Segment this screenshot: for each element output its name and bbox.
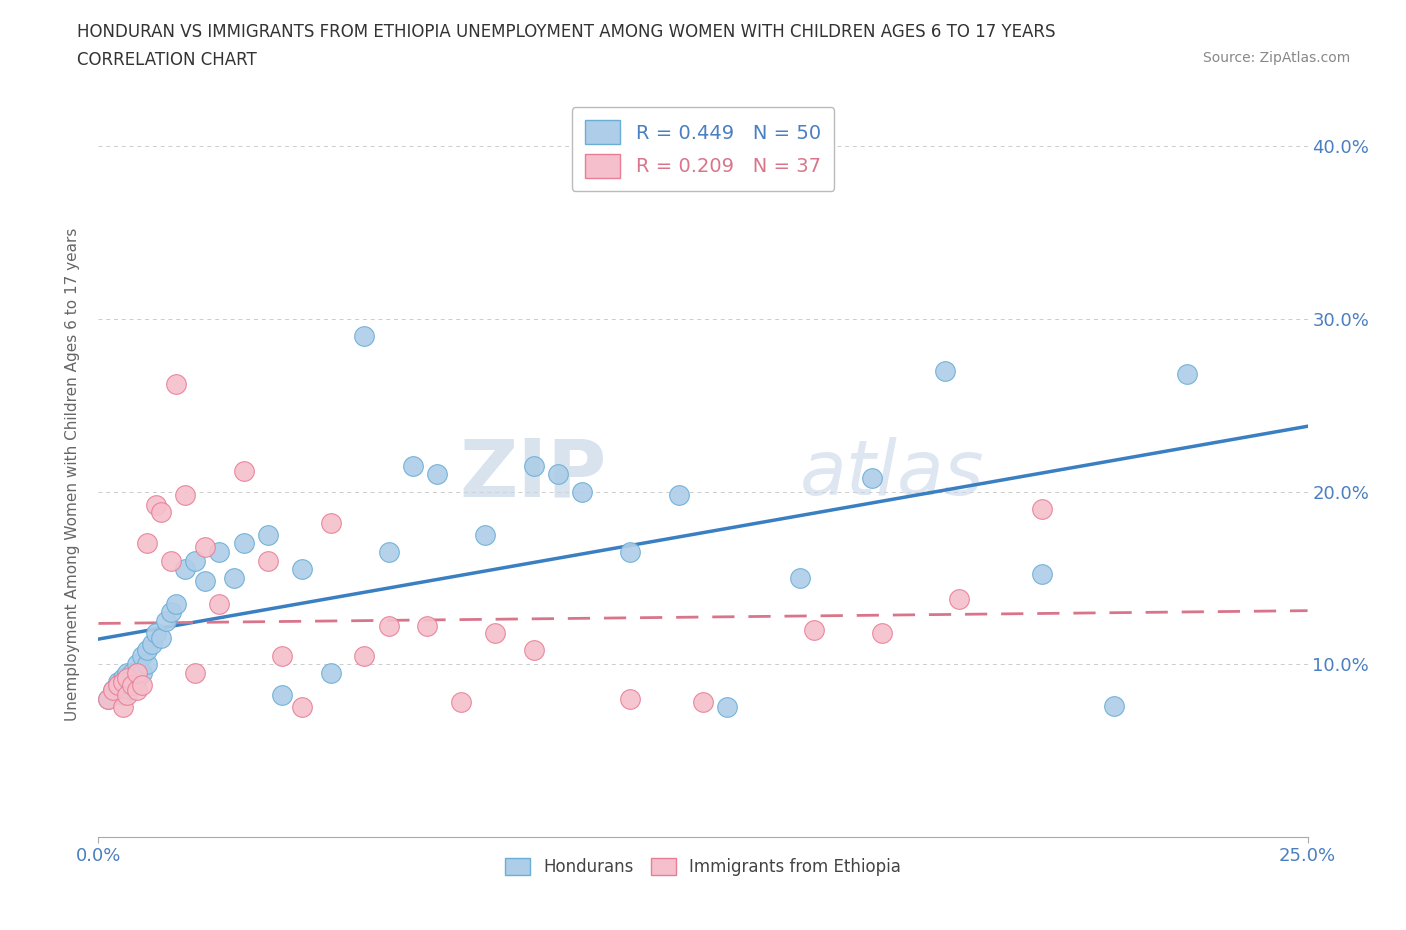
Point <box>353 648 375 663</box>
Text: CORRELATION CHART: CORRELATION CHART <box>77 51 257 69</box>
Point <box>474 527 496 542</box>
Point <box>571 485 593 499</box>
Point <box>131 678 153 693</box>
Point <box>131 666 153 681</box>
Point <box>174 487 197 502</box>
Point <box>141 636 163 651</box>
Y-axis label: Unemployment Among Women with Children Ages 6 to 17 years: Unemployment Among Women with Children A… <box>65 228 80 721</box>
Point <box>619 545 641 560</box>
Point <box>97 691 120 706</box>
Point <box>121 666 143 681</box>
Point <box>619 691 641 706</box>
Text: HONDURAN VS IMMIGRANTS FROM ETHIOPIA UNEMPLOYMENT AMONG WOMEN WITH CHILDREN AGES: HONDURAN VS IMMIGRANTS FROM ETHIOPIA UNE… <box>77 23 1056 41</box>
Point <box>547 467 569 482</box>
Point <box>111 671 134 685</box>
Point <box>145 626 167 641</box>
Point <box>121 674 143 689</box>
Point <box>803 622 825 637</box>
Point <box>208 596 231 611</box>
Point <box>121 678 143 693</box>
Point <box>208 545 231 560</box>
Point <box>271 688 294 703</box>
Point <box>127 683 149 698</box>
Point <box>716 700 738 715</box>
Point <box>222 570 245 585</box>
Point <box>789 570 811 585</box>
Point <box>160 553 183 568</box>
Point <box>184 666 207 681</box>
Point <box>97 691 120 706</box>
Point <box>145 498 167 512</box>
Point <box>290 562 312 577</box>
Point <box>107 678 129 693</box>
Point <box>1102 698 1125 713</box>
Point <box>860 471 883 485</box>
Point <box>353 328 375 343</box>
Point <box>232 463 254 478</box>
Point <box>194 539 217 554</box>
Point <box>184 553 207 568</box>
Point <box>117 688 139 703</box>
Point <box>127 657 149 671</box>
Point <box>948 591 970 606</box>
Point <box>523 643 546 658</box>
Point <box>101 683 124 698</box>
Point <box>934 364 956 379</box>
Point <box>1175 366 1198 381</box>
Point <box>271 648 294 663</box>
Point <box>290 700 312 715</box>
Point <box>232 536 254 551</box>
Point <box>870 626 893 641</box>
Point <box>402 458 425 473</box>
Point <box>121 678 143 693</box>
Point <box>668 487 690 502</box>
Point <box>377 618 399 633</box>
Point <box>377 545 399 560</box>
Legend: Hondurans, Immigrants from Ethiopia: Hondurans, Immigrants from Ethiopia <box>499 852 907 883</box>
Point <box>135 536 157 551</box>
Point <box>117 683 139 698</box>
Point <box>131 648 153 663</box>
Text: atlas: atlas <box>800 437 984 512</box>
Point <box>484 626 506 641</box>
Point <box>127 666 149 681</box>
Point <box>117 666 139 681</box>
Point <box>155 614 177 629</box>
Text: Source: ZipAtlas.com: Source: ZipAtlas.com <box>1202 51 1350 65</box>
Point <box>107 678 129 693</box>
Point <box>135 643 157 658</box>
Point <box>319 515 342 530</box>
Point <box>319 666 342 681</box>
Point <box>523 458 546 473</box>
Point <box>150 505 173 520</box>
Point <box>256 553 278 568</box>
Point <box>1031 567 1053 582</box>
Point <box>111 700 134 715</box>
Text: ZIP: ZIP <box>458 435 606 513</box>
Point <box>165 596 187 611</box>
Point <box>256 527 278 542</box>
Point <box>194 574 217 589</box>
Point <box>111 674 134 689</box>
Point <box>107 674 129 689</box>
Point <box>101 683 124 698</box>
Point <box>174 562 197 577</box>
Point <box>1031 501 1053 516</box>
Point <box>150 631 173 645</box>
Point <box>692 695 714 710</box>
Point <box>117 671 139 685</box>
Point <box>135 657 157 671</box>
Point <box>111 688 134 703</box>
Point <box>426 467 449 482</box>
Point <box>450 695 472 710</box>
Point <box>127 671 149 685</box>
Point <box>416 618 439 633</box>
Point <box>160 605 183 620</box>
Point <box>165 377 187 392</box>
